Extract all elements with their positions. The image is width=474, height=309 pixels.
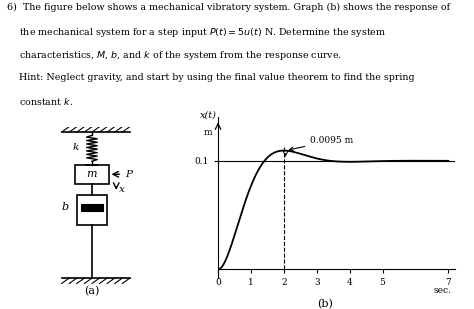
Text: characteristics, $M$, $b$, and $k$ of the system from the response curve.: characteristics, $M$, $b$, and $k$ of th… [7, 49, 342, 62]
Text: k: k [72, 143, 79, 152]
Text: P: P [125, 170, 132, 179]
Text: x(t): x(t) [200, 111, 217, 120]
Bar [77, 195, 107, 225]
Text: the mechanical system for a step input $P(t) = 5u(t)$ N. Determine the system: the mechanical system for a step input $… [7, 26, 386, 39]
Bar [75, 164, 109, 184]
Text: Hint: Neglect gravity, and start by using the final value theorem to find the sp: Hint: Neglect gravity, and start by usin… [7, 73, 415, 82]
Text: 6)  The figure below shows a mechanical vibratory system. Graph (b) shows the re: 6) The figure below shows a mechanical v… [7, 3, 450, 12]
Text: (a): (a) [84, 286, 100, 296]
Text: b: b [62, 202, 69, 212]
Bar [82, 204, 102, 211]
Text: m: m [204, 128, 212, 137]
Text: sec.: sec. [434, 286, 452, 295]
Text: (b): (b) [317, 299, 333, 309]
Text: constant $k$.: constant $k$. [7, 96, 73, 107]
Text: m: m [87, 169, 97, 179]
Text: x: x [119, 185, 125, 194]
Text: 0.0095 m: 0.0095 m [290, 136, 354, 151]
